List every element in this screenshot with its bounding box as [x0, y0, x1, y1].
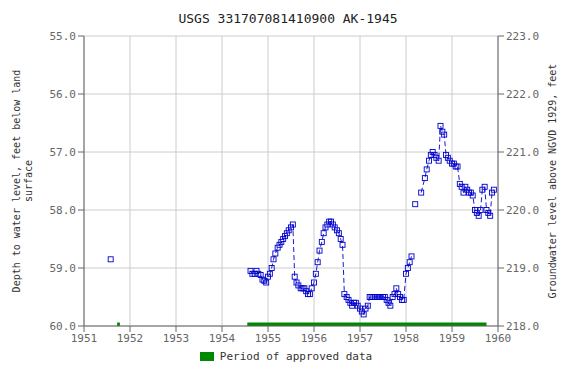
svg-text:1955: 1955	[255, 332, 282, 345]
svg-text:1951: 1951	[71, 332, 98, 345]
svg-text:1952: 1952	[117, 332, 144, 345]
svg-text:219.0: 219.0	[506, 262, 539, 275]
svg-text:218.0: 218.0	[506, 320, 539, 333]
svg-text:1959: 1959	[439, 332, 466, 345]
svg-text:1960: 1960	[485, 332, 512, 345]
html-text:Period of approved data: Period of approved data	[219, 350, 373, 363]
svg-text:56.0: 56.0	[50, 88, 77, 101]
svg-text:221.0: 221.0	[506, 146, 539, 159]
svg-text:223.0: 223.0	[506, 30, 539, 43]
svg-text:1954: 1954	[209, 332, 236, 345]
svg-text:Groundwater level above NGVD 1: Groundwater level above NGVD 1929, feet	[547, 64, 558, 299]
svg-text:55.0: 55.0	[50, 30, 77, 43]
svg-text:1957: 1957	[347, 332, 374, 345]
svg-text:220.0: 220.0	[506, 204, 539, 217]
svg-text:1956: 1956	[301, 332, 328, 345]
svg-text:Depth to water level, feet bel: Depth to water level, feet below landsur…	[11, 70, 34, 293]
svg-text:222.0: 222.0	[506, 88, 539, 101]
svg-text:59.0: 59.0	[50, 262, 77, 275]
svg-text:57.0: 57.0	[50, 146, 77, 159]
svg-text:1953: 1953	[163, 332, 190, 345]
svg-text:60.0: 60.0	[50, 320, 77, 333]
html-text:USGS 331707081410900 AK-1945: USGS 331707081410900 AK-1945	[178, 11, 398, 26]
svg-text:58.0: 58.0	[50, 204, 77, 217]
svg-text:1958: 1958	[393, 332, 420, 345]
